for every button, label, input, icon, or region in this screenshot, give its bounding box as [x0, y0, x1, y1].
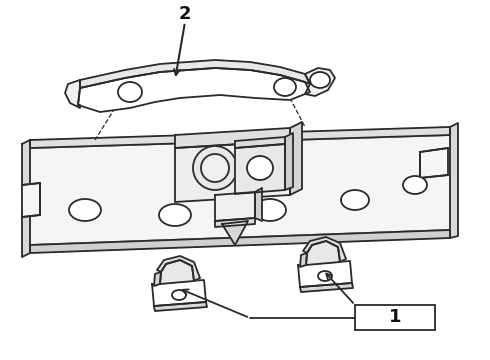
Polygon shape: [152, 280, 206, 306]
Ellipse shape: [341, 190, 369, 210]
Polygon shape: [160, 260, 194, 284]
Polygon shape: [22, 183, 40, 217]
Ellipse shape: [318, 271, 332, 281]
Polygon shape: [222, 221, 248, 245]
Polygon shape: [290, 122, 302, 195]
Ellipse shape: [201, 154, 229, 182]
Polygon shape: [157, 256, 200, 281]
Polygon shape: [300, 283, 353, 292]
Polygon shape: [175, 141, 290, 202]
Polygon shape: [255, 188, 262, 221]
Polygon shape: [306, 241, 340, 265]
Polygon shape: [78, 68, 310, 112]
Polygon shape: [65, 80, 80, 108]
Ellipse shape: [247, 156, 273, 180]
Polygon shape: [175, 128, 290, 148]
Ellipse shape: [403, 176, 427, 194]
Polygon shape: [303, 237, 346, 262]
Polygon shape: [420, 148, 448, 178]
Polygon shape: [285, 133, 293, 190]
Ellipse shape: [159, 204, 191, 226]
Polygon shape: [80, 60, 310, 88]
Polygon shape: [235, 137, 285, 148]
Polygon shape: [305, 68, 335, 96]
Polygon shape: [235, 144, 285, 194]
Polygon shape: [298, 261, 352, 287]
Ellipse shape: [254, 199, 286, 221]
Polygon shape: [22, 140, 30, 257]
Polygon shape: [300, 253, 307, 267]
Polygon shape: [215, 192, 255, 221]
Text: 1: 1: [389, 308, 401, 326]
Polygon shape: [154, 302, 207, 311]
Polygon shape: [30, 127, 450, 148]
Text: 2: 2: [179, 5, 191, 23]
Polygon shape: [450, 123, 458, 238]
Ellipse shape: [69, 199, 101, 221]
Polygon shape: [154, 272, 161, 286]
Polygon shape: [30, 135, 450, 245]
Polygon shape: [30, 230, 450, 253]
Ellipse shape: [193, 146, 237, 190]
Ellipse shape: [118, 82, 142, 102]
Polygon shape: [215, 218, 255, 227]
Ellipse shape: [172, 290, 186, 300]
Ellipse shape: [310, 72, 330, 88]
Ellipse shape: [274, 78, 296, 96]
